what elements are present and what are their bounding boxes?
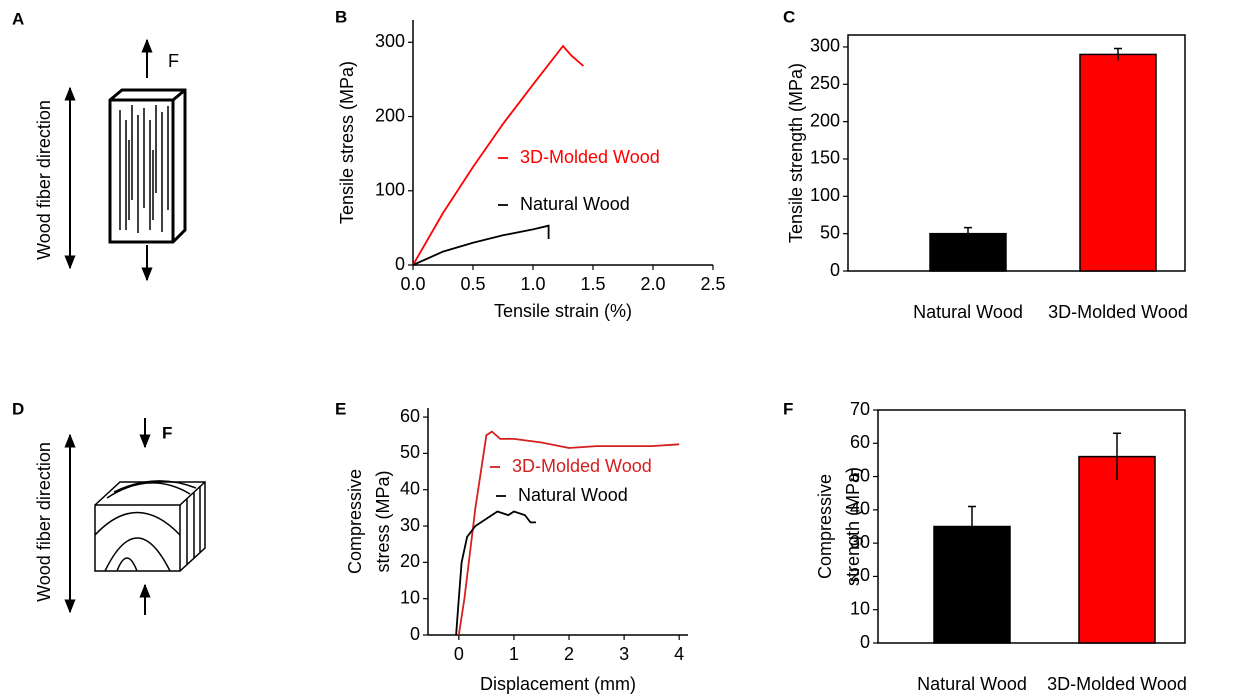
legend-label: 3D-Molded Wood <box>512 456 652 476</box>
y-tick-label: 150 <box>810 148 840 168</box>
wood-block <box>108 88 187 244</box>
y-tick-label: 20 <box>850 565 870 585</box>
x-tick-label: 0.0 <box>400 274 425 294</box>
y-tick-label: 200 <box>375 105 405 125</box>
y-tick-label: 70 <box>850 399 870 419</box>
y-tick-label: 0 <box>860 632 870 652</box>
y-tick-label: 300 <box>375 31 405 51</box>
x-tick-label: 3D-Molded Wood <box>1047 674 1187 694</box>
y-tick-label: 20 <box>400 551 420 571</box>
error-bar <box>964 226 972 240</box>
x-tick-label: Natural Wood <box>913 302 1023 322</box>
y-tick-label: 60 <box>850 432 870 452</box>
y-tick-label: 50 <box>820 222 840 242</box>
error-bar <box>1113 432 1121 480</box>
legend-label: Natural Wood <box>520 194 630 214</box>
y-tick-label: 0 <box>830 260 840 280</box>
diagram-d: D Wood fiber direction F <box>12 399 206 615</box>
force-label: F <box>168 51 179 71</box>
y-axis-label: stress (MPa) <box>373 470 393 572</box>
y-tick-label: 40 <box>850 499 870 519</box>
x-tick-label: 2.5 <box>700 274 725 294</box>
panel-label: B <box>335 7 347 26</box>
panel-label: D <box>12 399 24 418</box>
x-tick-label: 1.0 <box>520 274 545 294</box>
error-bar <box>1114 47 1122 61</box>
x-tick-label: 0 <box>454 644 464 664</box>
y-tick-label: 0 <box>410 624 420 644</box>
y-axis-label: Tensile stress (MPa) <box>337 61 357 224</box>
bar <box>1078 455 1156 644</box>
axis-label: Wood fiber direction <box>34 442 54 602</box>
x-tick-label: 0.5 <box>460 274 485 294</box>
wood-cube <box>94 481 206 572</box>
y-axis-label: Compressive <box>345 469 365 574</box>
y-tick-label: 50 <box>400 442 420 462</box>
y-tick-label: 10 <box>400 587 420 607</box>
y-tick-label: 50 <box>850 465 870 485</box>
panel-label: A <box>12 9 24 28</box>
y-axis-label: Tensile strength (MPa) <box>786 63 806 243</box>
y-tick-label: 0 <box>395 254 405 274</box>
axis-label: Wood fiber direction <box>34 100 54 260</box>
y-tick-label: 30 <box>850 532 870 552</box>
plot-frame <box>877 409 1186 644</box>
y-tick-label: 100 <box>375 180 405 200</box>
panel-label: C <box>783 7 795 26</box>
y-tick-label: 60 <box>400 406 420 426</box>
error-bar <box>968 505 976 547</box>
legend-label: Natural Wood <box>518 485 628 505</box>
x-tick-label: 2.0 <box>640 274 665 294</box>
x-tick-label: 2 <box>564 644 574 664</box>
panel-label: F <box>783 399 793 418</box>
grain <box>119 105 169 233</box>
bar <box>929 232 1007 272</box>
legend-label: 3D-Molded Wood <box>520 147 660 167</box>
x-tick-label: Natural Wood <box>917 674 1027 694</box>
y-tick-label: 250 <box>810 73 840 93</box>
x-axis-label: Tensile strain (%) <box>494 301 632 321</box>
y-axis-label: Compressive <box>815 474 835 579</box>
x-tick-label: 1.5 <box>580 274 605 294</box>
x-tick-label: 4 <box>674 644 684 664</box>
plot-frame <box>847 34 1186 272</box>
y-tick-label: 40 <box>400 478 420 498</box>
y-axis-label: strength (MPa) <box>843 467 863 586</box>
y-tick-label: 10 <box>850 598 870 618</box>
rings <box>94 480 201 572</box>
bar <box>1079 53 1157 272</box>
x-tick-label: 3 <box>619 644 629 664</box>
x-tick-label: 3D-Molded Wood <box>1048 302 1188 322</box>
x-axis-label: Displacement (mm) <box>480 674 636 694</box>
y-tick-label: 300 <box>810 36 840 56</box>
diagram-a: A Wood fiber direction F <box>12 9 187 282</box>
data-line <box>412 224 550 266</box>
x-tick-label: 1 <box>509 644 519 664</box>
data-line <box>457 430 680 636</box>
panel-label: E <box>335 399 346 418</box>
y-tick-label: 200 <box>810 110 840 130</box>
y-tick-label: 100 <box>810 185 840 205</box>
data-line <box>455 510 536 636</box>
y-tick-label: 30 <box>400 515 420 535</box>
force-label: F <box>162 423 172 442</box>
data-line <box>412 44 584 266</box>
